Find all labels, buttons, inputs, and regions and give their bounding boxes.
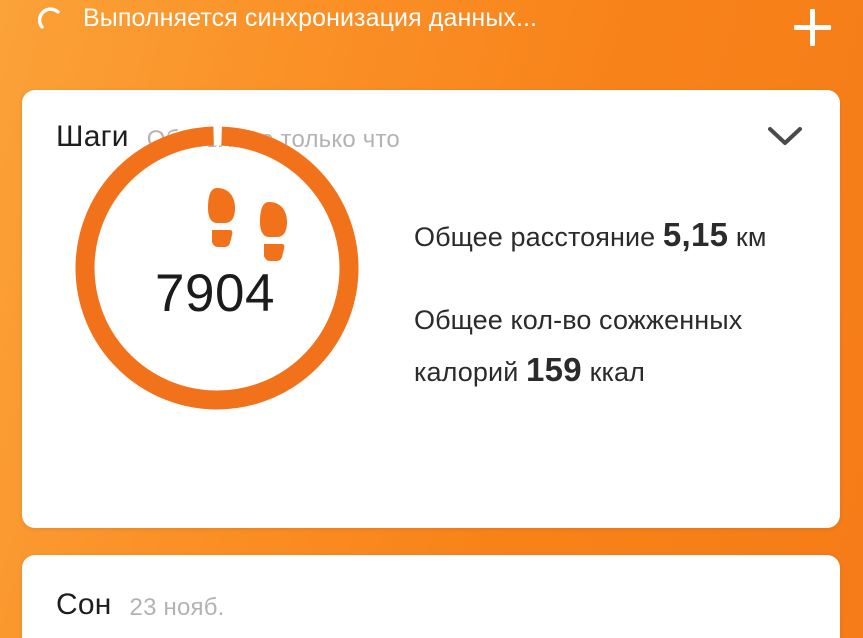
plus-icon (793, 8, 831, 46)
add-button[interactable] (785, 2, 839, 52)
content-scroll-area[interactable]: Шаги Обновлено только что (0, 88, 863, 638)
steps-count-value: 7904 (155, 264, 275, 323)
metric-calories-label: Общее кол-во сожженных калорий (414, 305, 743, 387)
app-header: Выполняется синхронизация данных... (0, 0, 863, 56)
metric-distance-label: Общее расстояние (414, 222, 656, 252)
sync-spinner-icon (38, 6, 68, 36)
metric-distance-unit: км (735, 222, 767, 252)
chevron-down-icon (766, 124, 804, 153)
sleep-card-header: Сон 23 нояб. (22, 555, 840, 638)
sleep-card-title: Сон (56, 588, 112, 621)
sleep-card[interactable]: Сон 23 нояб. (22, 555, 840, 638)
metric-distance-value: 5,15 (662, 216, 729, 253)
steps-metrics: Общее расстояние 5,15 км Общее кол-во со… (414, 210, 819, 397)
sleep-card-subtitle: 23 нояб. (129, 593, 225, 621)
collapse-toggle-button[interactable] (758, 114, 812, 162)
metric-calories-unit: ккал (589, 357, 645, 387)
footprints-icon (195, 180, 307, 264)
metric-total-calories: Общее кол-во сожженных калорий 159 ккал (414, 296, 819, 397)
metric-calories-value: 159 (526, 351, 582, 388)
metric-total-distance: Общее расстояние 5,15 км (414, 210, 819, 262)
steps-progress-ring: 7904 (55, 108, 375, 428)
sync-status-text: Выполняется синхронизация данных... (83, 4, 538, 32)
steps-card[interactable]: Шаги Обновлено только что (22, 90, 840, 528)
steps-card-title: Шаги (56, 120, 129, 153)
